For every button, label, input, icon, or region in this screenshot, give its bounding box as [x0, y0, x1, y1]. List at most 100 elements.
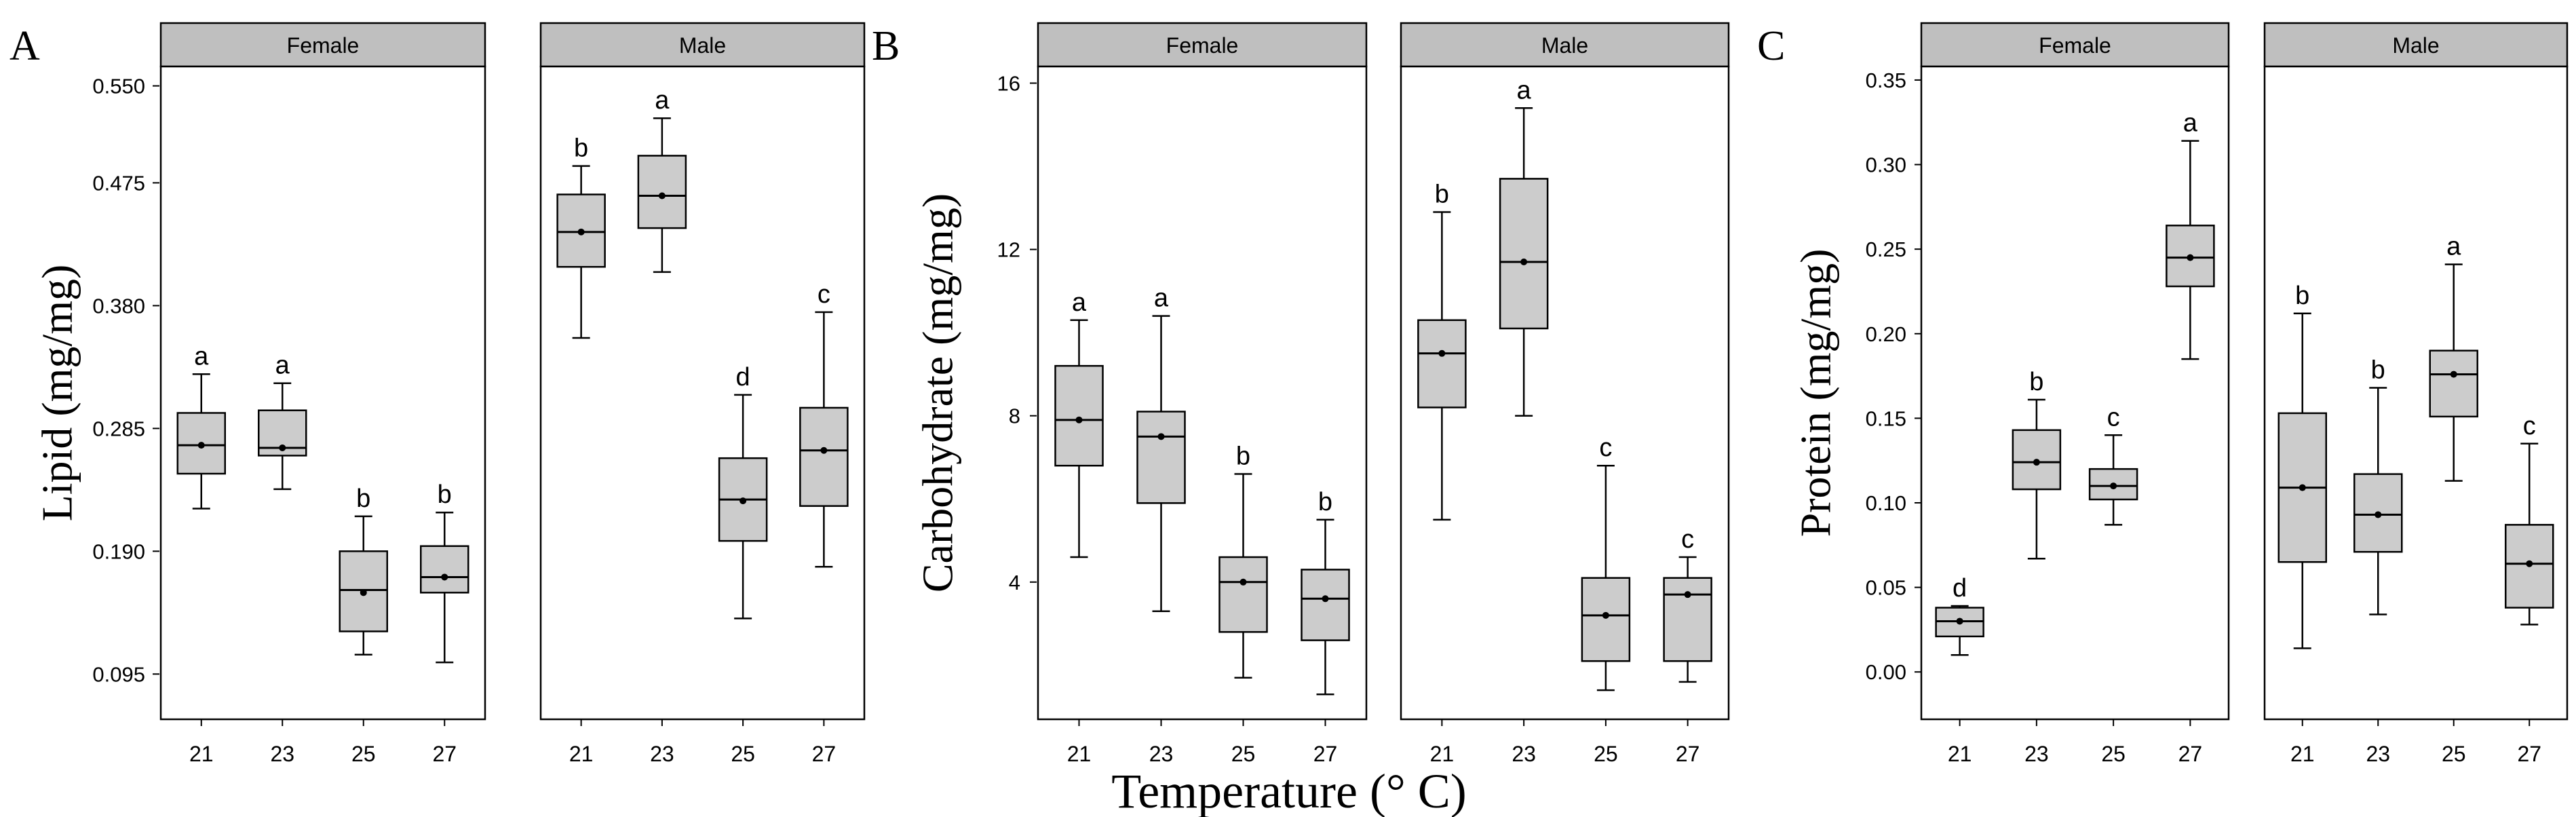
significance-letter: a [2183, 109, 2198, 138]
x-tick-label: 23 [2366, 742, 2390, 766]
box-25: d 25 [718, 363, 768, 766]
facet-strip [1400, 22, 1730, 68]
y-axis-label: Protein (mg/mg) [1792, 249, 1840, 537]
box-iqr [1499, 178, 1549, 330]
box-iqr [2088, 468, 2138, 501]
y-tick-label: 0.35 [1866, 69, 1906, 92]
box-25: c 25 [1581, 434, 1631, 766]
y-tick-label: 0.475 [92, 171, 145, 195]
box-21: a 21 [176, 342, 226, 766]
mean-point [739, 497, 747, 505]
significance-letter: c [818, 280, 830, 309]
mean-point [2375, 511, 2382, 518]
x-tick-label: 25 [1231, 742, 1256, 766]
facet-strip-label: Female [1166, 33, 1239, 58]
box-iqr [2429, 349, 2478, 418]
y-tick-label: 0.190 [92, 539, 145, 563]
significance-letter: b [1236, 442, 1250, 470]
significance-letter: c [1681, 525, 1694, 554]
x-tick-label: 21 [2290, 742, 2315, 766]
box-21: a 21 [1054, 288, 1104, 766]
y-axis-label: Carbohydrate (mg/mg) [914, 193, 962, 592]
box-iqr [1136, 411, 1186, 504]
x-tick-label: 23 [1149, 742, 1174, 766]
mean-point [2110, 482, 2117, 490]
box-iqr [420, 545, 469, 594]
panel-b: B Carbohydrate (mg/mg) 4 8 12 16 Female a 21 a 23 b… [872, 22, 1730, 766]
y-tick-label: 0.20 [1866, 322, 1906, 346]
significance-letter: d [736, 363, 750, 392]
x-tick-label: 21 [1430, 742, 1455, 766]
box-25: c 25 [2088, 403, 2138, 766]
box-27: c 27 [799, 280, 849, 766]
y-tick-label: 12 [997, 238, 1020, 262]
box-iqr [1218, 556, 1268, 633]
y-tick-label: 0.095 [92, 662, 145, 686]
box-23: a 23 [637, 86, 687, 766]
box-25: a 25 [2429, 233, 2478, 766]
significance-letter: b [1318, 488, 1332, 516]
x-tick-label: 25 [351, 742, 376, 766]
mean-point [2187, 254, 2194, 261]
mean-point [1322, 595, 1329, 603]
mean-point [279, 444, 286, 451]
x-tick-label: 23 [1512, 742, 1536, 766]
facet-strip-label: Male [679, 33, 726, 58]
box-iqr [1054, 364, 1104, 467]
box-21: b 21 [2277, 282, 2327, 766]
mean-point [2526, 560, 2533, 567]
x-tick-label: 21 [569, 742, 594, 766]
x-tick-label: 23 [2024, 742, 2049, 766]
panel-c: C Protein (mg/mg) 0.00 0.05 0.10 0.15 0.20 0.25… [1757, 22, 2569, 766]
significance-letter: c [1599, 434, 1612, 462]
significance-letter: a [1154, 284, 1169, 313]
facet-strip [2263, 22, 2569, 68]
box-25: b 25 [339, 484, 388, 766]
box-iqr [637, 155, 687, 229]
mean-point [2299, 484, 2306, 491]
x-tick-label: 27 [812, 742, 837, 766]
box-27: b 27 [420, 480, 469, 766]
mean-point [658, 192, 666, 200]
box-iqr [1301, 569, 1350, 641]
x-tick-label: 27 [2178, 742, 2203, 766]
facet-female: Female d 21 b 23 c 25 a 27 [1920, 22, 2230, 766]
y-tick-label: 0.15 [1866, 406, 1906, 430]
facet-strip-label: Female [287, 33, 360, 58]
panel-letter: C [1757, 23, 1785, 69]
y-tick-label: 4 [1009, 571, 1020, 594]
mean-point [2033, 459, 2040, 466]
significance-letter: a [194, 342, 209, 370]
y-axis-label: Lipid (mg/mg) [33, 265, 81, 522]
box-iqr [1417, 319, 1467, 408]
mean-point [577, 228, 585, 235]
mean-point [1956, 618, 1963, 625]
x-tick-label: 27 [1676, 742, 1700, 766]
x-tick-label: 27 [432, 742, 457, 766]
facet-female: Female a 21 a 23 b 25 b 27 [159, 22, 486, 766]
box-21: b 21 [1417, 180, 1467, 766]
significance-letter: a [655, 86, 670, 115]
mean-point [1438, 349, 1446, 357]
significance-letter: b [2295, 282, 2309, 310]
mean-point [360, 589, 367, 596]
significance-letter: b [2371, 356, 2385, 385]
mean-point [1239, 578, 1247, 586]
facet-plot-area [159, 65, 486, 721]
y-tick-label: 0.30 [1866, 153, 1906, 177]
box-23: a 23 [1499, 76, 1549, 766]
mean-point [197, 442, 205, 449]
significance-letter: c [2107, 403, 2120, 432]
facet-strip-label: Male [1541, 33, 1588, 58]
significance-letter: d [1953, 574, 1967, 603]
facet-male: Male b 21 b 23 a 25 c 27 [2263, 22, 2569, 766]
y-tick-label: 8 [1009, 404, 1020, 428]
box-27: c 27 [1663, 525, 1712, 766]
shared-x-axis-label: Temperature (° C) [1111, 764, 1467, 817]
significance-letter: a [1517, 76, 1532, 104]
significance-letter: b [356, 484, 370, 513]
panel-a: A Lipid (mg/mg) 0.095 0.190 0.285 0.380 0.475 0… [9, 22, 866, 766]
mean-point [441, 573, 448, 581]
box-iqr [1581, 577, 1631, 662]
